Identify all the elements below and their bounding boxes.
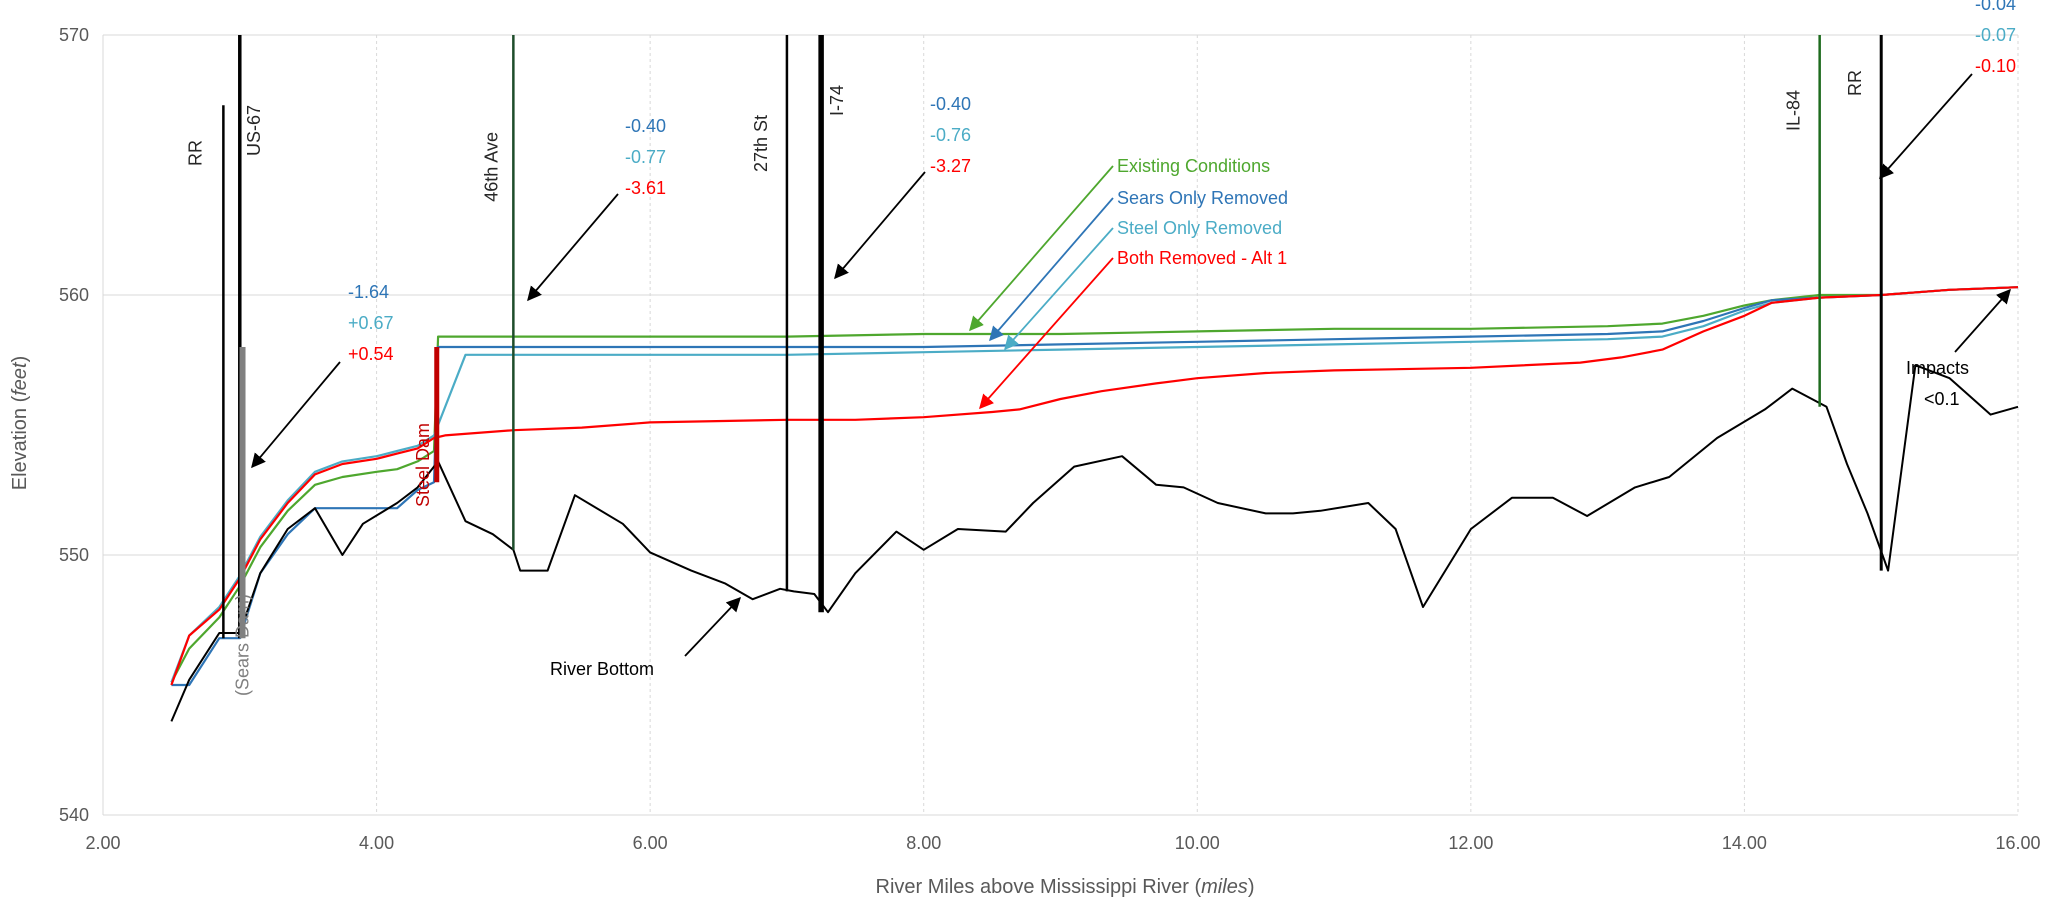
impact-arrow bbox=[527, 193, 619, 302]
x-tick-label: 8.00 bbox=[906, 833, 941, 853]
impact-arrow bbox=[834, 171, 926, 280]
x-tick-label: 4.00 bbox=[359, 833, 394, 853]
impact-value: -3.27 bbox=[930, 156, 971, 176]
x-tick-label: 14.00 bbox=[1722, 833, 1767, 853]
dam-label: Steel Dam bbox=[413, 423, 433, 507]
dam-label: (Sears Dam) bbox=[233, 594, 253, 696]
impact-value: +0.67 bbox=[348, 313, 394, 333]
structure-label: RR bbox=[1845, 70, 1865, 96]
impact-value: +0.54 bbox=[348, 344, 394, 364]
impacts-value: <0.1 bbox=[1924, 389, 1960, 409]
series-line-river-bottom bbox=[170, 364, 2019, 722]
legend-callout: Sears Only Removed bbox=[1117, 188, 1288, 208]
structure-label: 46th Ave bbox=[481, 132, 501, 202]
y-tick-label: 560 bbox=[59, 285, 89, 305]
legend-callout-arrow bbox=[979, 257, 1114, 410]
x-axis-title: River Miles above Mississippi River (mil… bbox=[876, 876, 1255, 898]
impact-value: -0.40 bbox=[930, 94, 971, 114]
x-tick-label: 12.00 bbox=[1448, 833, 1493, 853]
impacts-label: Impacts bbox=[1906, 358, 1969, 378]
series-line-steel-only-removed bbox=[170, 286, 2019, 683]
x-tick-label: 16.00 bbox=[1995, 833, 2040, 853]
gridlines bbox=[102, 34, 2019, 816]
structure-label: IL-84 bbox=[1784, 90, 1804, 131]
x-axis-title-unit: miles bbox=[1201, 876, 1248, 898]
x-tick-label: 10.00 bbox=[1175, 833, 1220, 853]
legend-callout-arrow bbox=[969, 165, 1114, 332]
legend-callout: Both Removed - Alt 1 bbox=[1117, 248, 1287, 268]
series-line-sears-only-removed bbox=[171, 286, 2019, 687]
structure-label: RR bbox=[185, 140, 205, 166]
x-tick-label: 2.00 bbox=[85, 833, 120, 853]
structure-label: US-67 bbox=[244, 105, 264, 156]
y-axis-title: Elevation (feet) bbox=[9, 356, 31, 491]
impact-value: -3.61 bbox=[625, 178, 666, 198]
annotations: -1.64 +0.67 +0.54 -0.40 -0.77 -3.61 -0.40 -0.76… bbox=[251, 0, 2016, 679]
impact-arrow bbox=[251, 361, 341, 469]
legend-callout-arrow bbox=[1004, 227, 1114, 351]
river-bottom-arrow bbox=[684, 596, 741, 657]
structure-markers: RR US-67 46th Ave 27th St I-74 IL-84 RR (Sears … bbox=[185, 35, 1883, 696]
impact-value: -0.04 bbox=[1975, 0, 2016, 14]
structure-label: 27th St bbox=[751, 115, 771, 172]
y-axis-title-text: Elevation bbox=[9, 408, 31, 490]
series-line-both-removed-alt-1 bbox=[170, 286, 2019, 686]
impact-value: -0.77 bbox=[625, 147, 666, 167]
axis-ticks: 540 550 560 570 2.00 4.00 6.00 8.00 10.00 12.00 14… bbox=[59, 25, 2041, 853]
legend-callout: Existing Conditions bbox=[1117, 156, 1270, 176]
impacts-arrow bbox=[1954, 288, 2011, 353]
impact-value: -0.10 bbox=[1975, 56, 2016, 76]
series-lines bbox=[170, 286, 2019, 722]
y-tick-label: 570 bbox=[59, 25, 89, 45]
legend-callout-arrow bbox=[989, 197, 1114, 342]
impact-arrow bbox=[1879, 73, 1973, 180]
legend-callout: Steel Only Removed bbox=[1117, 218, 1282, 238]
x-axis-title-text: River Miles above Mississippi River bbox=[876, 876, 1190, 898]
impact-value: -0.76 bbox=[930, 125, 971, 145]
y-tick-label: 550 bbox=[59, 545, 89, 565]
y-axis-title-unit: feet bbox=[9, 361, 31, 396]
impact-value: -0.40 bbox=[625, 116, 666, 136]
structure-label: I-74 bbox=[827, 85, 847, 116]
impact-value: -1.64 bbox=[348, 282, 389, 302]
impact-value: -0.07 bbox=[1975, 25, 2016, 45]
series-line-existing-conditions bbox=[170, 286, 2019, 683]
x-tick-label: 6.00 bbox=[633, 833, 668, 853]
river-bottom-label: River Bottom bbox=[550, 659, 654, 679]
y-tick-label: 540 bbox=[59, 805, 89, 825]
